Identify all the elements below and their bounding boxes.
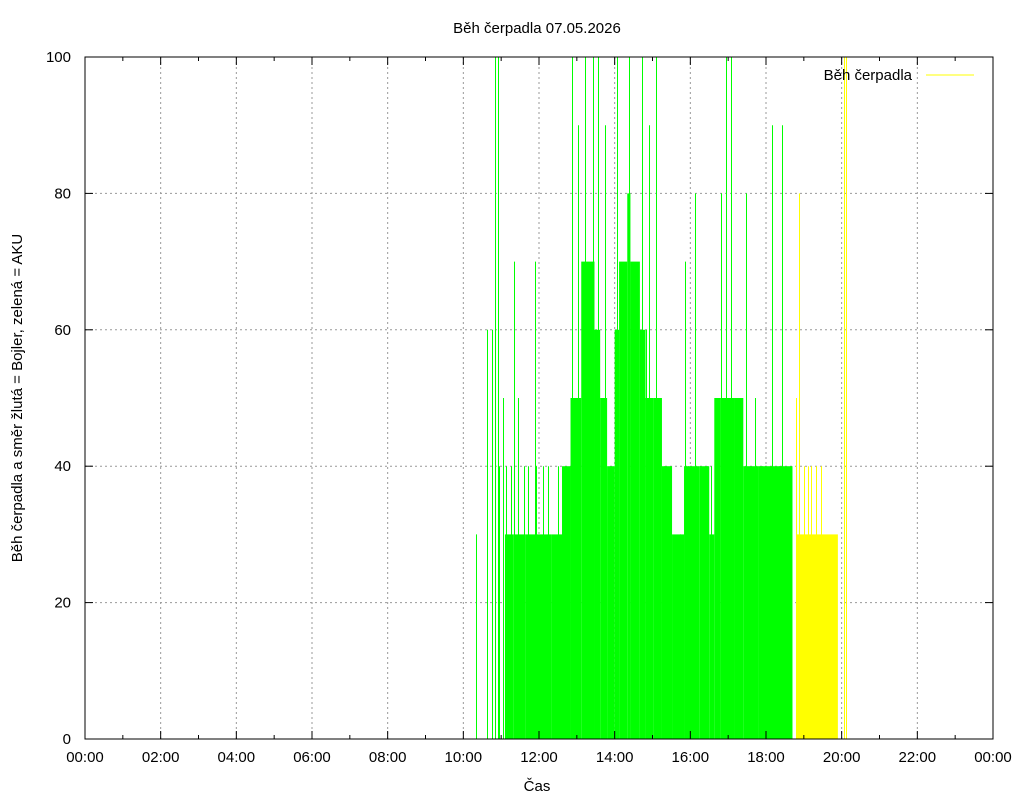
x-tick-label: 08:00 <box>369 749 407 766</box>
y-tick-label: 20 <box>54 595 71 612</box>
chart-title: Běh čerpadla 07.05.2026 <box>453 20 621 37</box>
aku-run-block <box>627 193 631 739</box>
y-tick-label: 80 <box>54 185 71 202</box>
aku-run-block <box>684 466 700 739</box>
plot-marks <box>476 57 847 739</box>
x-tick-label: 04:00 <box>218 749 256 766</box>
aku-run-block <box>734 398 744 739</box>
aku-run-block <box>720 398 735 739</box>
x-tick-label: 00:00 <box>974 749 1012 766</box>
aku-run-block <box>594 329 601 739</box>
aku-run-block <box>570 398 582 739</box>
y-tick-label: 0 <box>63 731 71 748</box>
legend: Běh čerpadla <box>824 67 974 84</box>
aku-run-block <box>539 534 552 739</box>
aku-run-block <box>743 466 759 739</box>
y-axis-label: Běh čerpadla a směr žlutá = Bojler, zele… <box>9 234 26 563</box>
x-tick-label: 02:00 <box>142 749 180 766</box>
aku-run-block <box>562 466 571 739</box>
axis-ticks: 0 20 40 60 80 100 00:00 02:00 04:00 06:00 08:00 10:… <box>46 49 1012 766</box>
y-tick-label: 100 <box>46 49 71 66</box>
x-tick-label: 00:00 <box>66 749 104 766</box>
y-tick-label: 60 <box>54 322 71 339</box>
grid <box>85 57 993 739</box>
x-tick-label: 10:00 <box>445 749 483 766</box>
aku-run-block <box>672 534 685 739</box>
aku-run-block <box>653 398 662 739</box>
aku-run-block <box>504 534 514 739</box>
aku-run-block <box>513 534 526 739</box>
aku-run-block <box>661 466 673 739</box>
x-tick-label: 16:00 <box>672 749 710 766</box>
x-tick-label: 12:00 <box>520 749 558 766</box>
bojler-run-block <box>796 534 838 739</box>
x-tick-label: 06:00 <box>293 749 331 766</box>
y-tick-label: 40 <box>54 458 71 475</box>
aku-run-block <box>699 466 710 739</box>
x-tick-label: 20:00 <box>823 749 861 766</box>
x-tick-label: 22:00 <box>899 749 937 766</box>
x-tick-label: 18:00 <box>747 749 785 766</box>
aku-run-block <box>607 466 615 739</box>
aku-run-block <box>581 261 595 739</box>
x-axis-label: Čas <box>524 778 551 795</box>
aku-run-block <box>619 261 628 739</box>
aku-run-block <box>614 329 620 739</box>
aku-run-block <box>551 534 563 739</box>
legend-label: Běh čerpadla <box>824 67 913 84</box>
x-tick-label: 14:00 <box>596 749 634 766</box>
